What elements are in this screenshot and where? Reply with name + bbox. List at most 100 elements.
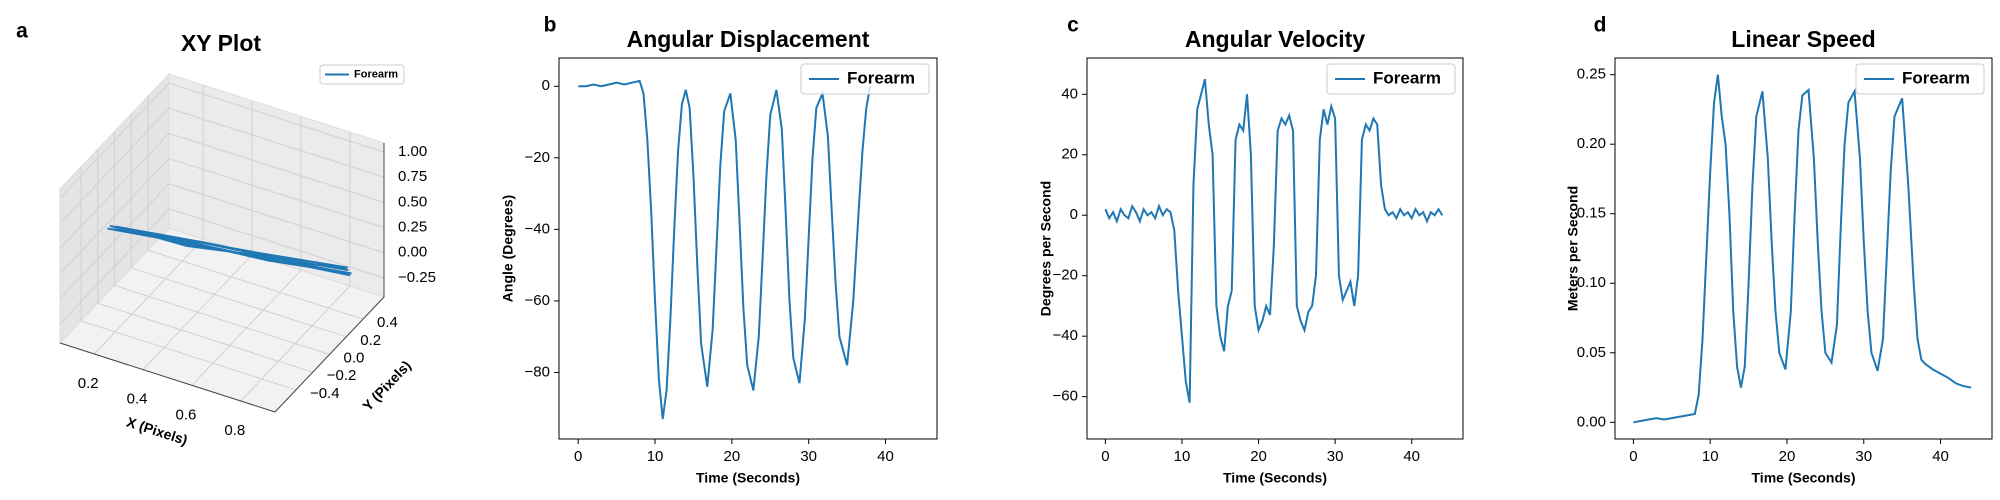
y-tick-label: −20 (525, 149, 550, 166)
y-tick-label: 20 (1061, 146, 1078, 163)
y-tick-label: 0.05 (1577, 344, 1606, 361)
y-tick-label: 0.2 (360, 332, 381, 349)
z-tick-label: 0.25 (398, 219, 427, 236)
grid-line (168, 208, 385, 279)
axis-line (274, 296, 385, 413)
x-tick-label: 0.4 (127, 391, 148, 408)
legend-box (1326, 63, 1456, 95)
grid-line (59, 107, 170, 224)
x-tick-label: 30 (800, 448, 817, 465)
chart-title: Angular Velocity (1185, 26, 1365, 52)
x-tick-label: 40 (1932, 448, 1949, 465)
panel-label: a (16, 20, 28, 43)
data-line (107, 224, 352, 277)
axes-frame (1614, 57, 1993, 440)
x-tick-label: 20 (724, 448, 741, 465)
grid-line (59, 133, 170, 249)
legend-label: Forearm (1902, 68, 1970, 87)
y-axis-label: Meters per Second (1565, 186, 1581, 311)
y-tick-label: 0.00 (1577, 413, 1606, 430)
x-axis-label: Time (Seconds) (696, 470, 800, 486)
grid-line (131, 267, 347, 338)
y-tick-label: −0.2 (327, 367, 357, 384)
x-tick-label: 10 (1174, 448, 1191, 465)
grid-line (59, 158, 170, 274)
x-axis-label: Time (Seconds) (1223, 470, 1327, 486)
grid-line (168, 82, 385, 153)
y-tick-label: 0 (1070, 206, 1078, 223)
y-tick-label: 0.4 (377, 314, 398, 331)
grid-line (80, 320, 297, 391)
x-tick-label: 30 (1327, 448, 1344, 465)
chart-title: XY Plot (181, 30, 261, 56)
panel-label: c (1067, 14, 1079, 37)
y-tick-label: 0.15 (1577, 205, 1606, 222)
chart-title: Linear Speed (1731, 26, 1875, 52)
z-tick-label: 0.75 (398, 168, 427, 185)
y-tick-label: 0.0 (344, 349, 365, 366)
x-tick-label: 0.2 (78, 375, 99, 392)
data-line (1633, 74, 1972, 424)
x-axis-label: Time (Seconds) (1752, 470, 1856, 486)
x-tick-label: 0 (574, 448, 582, 465)
y-tick-label: −40 (1053, 327, 1078, 344)
y-axis-label: Degrees per Second (1038, 181, 1054, 316)
x-tick-label: 10 (647, 448, 664, 465)
legend-box (1855, 63, 1985, 95)
x-tick-label: 0.6 (176, 406, 197, 423)
y-tick-label: 0.25 (1577, 66, 1606, 83)
data-line (1104, 78, 1444, 403)
y-tick-label: −20 (1053, 267, 1078, 284)
z-tick-label: 0.50 (398, 193, 427, 210)
grid-line (59, 183, 170, 300)
plot-area (1087, 58, 1463, 439)
grid-line (59, 82, 170, 199)
z-tick-label: −0.25 (398, 269, 436, 286)
y-tick-label: 0 (542, 77, 550, 94)
x-tick-label: 10 (1702, 448, 1719, 465)
grid-line (59, 208, 170, 325)
x-tick-label: 0 (1101, 448, 1109, 465)
z-tick-label: 0.00 (398, 244, 427, 261)
grid-line (168, 132, 385, 203)
legend-label: Forearm (847, 68, 915, 87)
y-tick-label: −60 (525, 292, 550, 309)
y-tick-label: 0.10 (1577, 274, 1606, 291)
x-tick-label: 0.8 (224, 422, 245, 439)
x-tick-label: 20 (1250, 448, 1267, 465)
y-axis-label: Y (Pixels) (359, 357, 414, 414)
grid-line (168, 107, 385, 178)
y-tick-label: 0.20 (1577, 135, 1606, 152)
y-tick-label: −40 (525, 220, 550, 237)
plot-area (559, 58, 937, 439)
legend-label: Forearm (1373, 68, 1441, 87)
x-tick-label: 20 (1779, 448, 1796, 465)
x-tick-label: 30 (1855, 448, 1872, 465)
y-tick-label: −60 (1053, 388, 1078, 405)
x-tick-label: 40 (877, 448, 894, 465)
axes-frame (1086, 57, 1464, 440)
plot-area (1615, 58, 1992, 439)
grid-line (168, 158, 385, 229)
y-axis-label: Angle (Degrees) (500, 195, 516, 302)
x-tick-label: 40 (1403, 448, 1420, 465)
legend-box (800, 63, 930, 95)
axis-line (59, 342, 276, 413)
x-tick-label: 0 (1629, 448, 1637, 465)
panel-label: d (1594, 14, 1607, 37)
y-tick-label: −0.4 (310, 385, 340, 402)
panel-label: b (544, 14, 557, 37)
grid-line (97, 302, 313, 373)
grid-line (147, 249, 364, 320)
chart-title: Angular Displacement (627, 26, 870, 52)
grid-line (168, 183, 385, 254)
z-tick-label: 1.00 (398, 143, 427, 160)
legend-label: Forearm (354, 68, 398, 80)
grid-line (114, 285, 330, 355)
legend-box (319, 64, 405, 85)
axes-frame (558, 57, 938, 440)
y-tick-label: −80 (525, 363, 550, 380)
y-tick-label: 40 (1061, 85, 1078, 102)
